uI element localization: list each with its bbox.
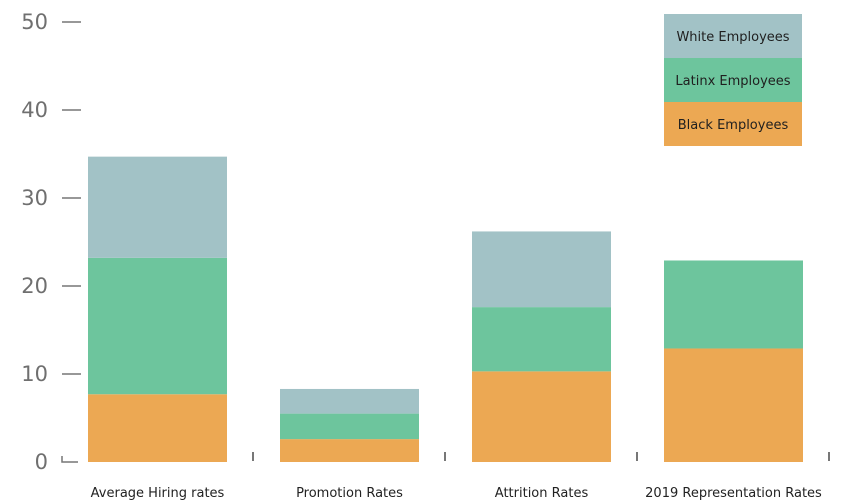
bar-average-hiring-rates-white-employees <box>88 156 227 258</box>
legend-label-white-employees: White Employees <box>676 30 789 45</box>
y-tick-mark-0 <box>61 456 78 463</box>
legend-swatch-black-employees <box>664 102 802 146</box>
bar-promotion-rates-latinx-employees <box>280 413 419 440</box>
x-tick-label-2019-representation-rates: 2019 Representation Rates <box>645 486 822 500</box>
bar-average-hiring-rates-black-employees <box>88 394 227 462</box>
bar-promotion-rates-black-employees <box>280 439 419 462</box>
legend-label-black-employees: Black Employees <box>678 118 789 133</box>
x-tick-label-attrition-rates: Attrition Rates <box>495 486 589 500</box>
bar-2019-representation-rates-black-employees <box>664 348 803 462</box>
y-tick-label-0: 0 <box>35 450 48 474</box>
y-tick-label-30: 30 <box>21 186 48 210</box>
y-tick-label-50: 50 <box>21 10 48 34</box>
bar-attrition-rates-latinx-employees <box>472 307 611 372</box>
bar-average-hiring-rates-latinx-employees <box>88 257 227 395</box>
bar-attrition-rates-white-employees <box>472 231 611 308</box>
x-tick-label-average-hiring-rates: Average Hiring rates <box>91 486 225 500</box>
bar-promotion-rates-white-employees <box>280 388 419 414</box>
x-axis: Average Hiring rates Promotion Rates Attri… <box>91 452 830 500</box>
legend-swatch-latinx-employees <box>664 58 802 102</box>
bar-attrition-rates-black-employees <box>472 371 611 462</box>
legend-label-latinx-employees: Latinx Employees <box>675 74 790 89</box>
bar-2019-representation-rates-latinx-employees <box>664 260 803 349</box>
legend: White Employees Latinx Employees Black Emp… <box>664 14 802 146</box>
x-tick-label-promotion-rates: Promotion Rates <box>296 486 403 500</box>
bars <box>88 156 803 462</box>
y-tick-label-20: 20 <box>21 274 48 298</box>
legend-swatch-white-employees <box>664 14 802 58</box>
y-tick-label-40: 40 <box>21 98 48 122</box>
y-tick-label-10: 10 <box>21 362 48 386</box>
y-axis: 0 10 20 30 40 50 <box>21 10 81 474</box>
